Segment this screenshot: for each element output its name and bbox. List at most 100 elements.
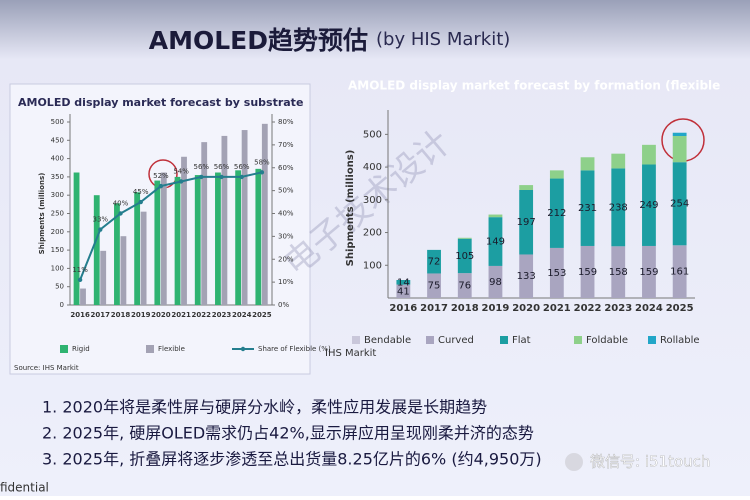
x-tick-label: 2023: [604, 303, 632, 314]
line-marker: [118, 211, 123, 216]
bar: [140, 211, 147, 305]
x-tick-label: 2022: [574, 303, 602, 314]
x-tick-label: 2020: [512, 303, 540, 314]
bar: [235, 170, 242, 305]
y2-tick-label: 60%: [278, 164, 294, 172]
bar: [194, 175, 201, 305]
data-label: 54%: [173, 167, 189, 175]
legend-label: Bendable: [364, 335, 411, 346]
bar-segment: [427, 249, 441, 274]
bar-segment: [396, 284, 411, 298]
data-label: 197: [517, 217, 536, 228]
bar: [201, 142, 208, 305]
x-tick-label: 2024: [635, 303, 663, 314]
y-tick-label: 400: [51, 155, 64, 163]
bullet: 3. 2025年, 折叠屏将逐步渗透至总出货量8.25亿片的6% (约4,950…: [42, 450, 542, 469]
bar-segment: [672, 132, 687, 136]
bar-segment: [457, 237, 472, 239]
x-tick-label: 2021: [543, 303, 571, 314]
data-label: 52%: [153, 172, 169, 180]
data-label: 56%: [234, 163, 250, 171]
bar: [100, 250, 107, 305]
bar-segment: [611, 246, 626, 298]
x-tick-label: 2025: [666, 303, 694, 314]
bar: [181, 156, 187, 305]
data-label: 40%: [113, 200, 129, 208]
line-marker: [259, 170, 265, 175]
y-tick-label: 250: [51, 210, 64, 218]
x-tick-label: 2017: [420, 303, 448, 314]
bar: [114, 203, 120, 305]
data-label: 212: [547, 208, 566, 219]
bar-segment: [580, 245, 595, 298]
bar-segment: [672, 245, 687, 298]
data-label: 75: [428, 281, 441, 292]
data-label: 58%: [254, 158, 270, 166]
x-tick-label: 2017: [91, 311, 111, 319]
line: [79, 171, 263, 281]
bar: [134, 192, 141, 305]
y2-tick-label: 50%: [278, 187, 294, 195]
bar-segment: [519, 190, 534, 255]
y2-tick-label: 40%: [278, 210, 294, 218]
line-marker: [158, 183, 164, 189]
data-label: 98: [489, 277, 502, 288]
bullet: 2. 2025年, 硬屏OLED需求仍占42%,显示屏应用呈现刚柔并济的态势: [42, 424, 534, 443]
chart-title: AMOLED display market forecast by substr…: [18, 96, 303, 109]
bar-segment: [488, 265, 503, 298]
y-tick-label: 400: [363, 162, 382, 173]
y-tick-label: 350: [51, 173, 64, 181]
y-tick-label: 0: [60, 301, 64, 309]
x-tick-label: 2024: [232, 311, 252, 319]
bar-segment: [488, 217, 503, 266]
bar-segment: [519, 254, 534, 298]
y2-tick-label: 30%: [278, 232, 294, 240]
legend-label: Foldable: [586, 335, 628, 346]
legend-swatch: [426, 336, 434, 344]
bar: [221, 135, 228, 305]
x-tick-label: 2020: [151, 311, 171, 319]
slide-title: AMOLED趋势预估: [149, 26, 368, 55]
line-marker: [219, 174, 224, 180]
data-label: 56%: [214, 163, 230, 171]
x-tick-label: 2023: [212, 311, 232, 319]
slide-subtitle: (by HIS Markit): [376, 29, 510, 50]
bar-segment: [549, 247, 564, 298]
x-tick-label: 2016: [70, 311, 90, 319]
source-note: IHS Markit: [325, 348, 376, 359]
data-label: 105: [455, 251, 474, 262]
legend-swatch: [352, 336, 360, 344]
bar: [174, 176, 181, 305]
bar: [80, 288, 86, 305]
legend-label: Flexible: [158, 345, 185, 353]
data-label: 159: [578, 267, 597, 278]
x-tick-label: 2021: [171, 311, 191, 319]
y-tick-label: 50: [55, 283, 64, 291]
data-label: 254: [670, 199, 689, 210]
bar: [120, 236, 127, 305]
bar-segment: [457, 273, 472, 298]
y-tick-label: 500: [51, 118, 64, 126]
y2-tick-label: 10%: [278, 278, 294, 286]
data-label: 159: [639, 267, 658, 278]
chart-title: AMOLED display market forecast by format…: [348, 79, 720, 93]
legend-swatch: [500, 336, 508, 344]
x-tick-label: 2016: [389, 303, 417, 314]
bar: [261, 123, 268, 305]
bar-segment: [611, 153, 626, 169]
y2-tick-label: 80%: [278, 118, 294, 126]
y-tick-label: 450: [51, 136, 64, 144]
legend-swatch: [60, 345, 68, 353]
line-marker: [178, 179, 184, 184]
bar: [255, 168, 262, 305]
x-tick-label: 2025: [252, 311, 272, 319]
x-tick-label: 2018: [111, 311, 131, 319]
bar-segment: [427, 273, 441, 298]
y-tick-label: 200: [51, 228, 64, 236]
bar-segment: [642, 245, 656, 298]
footer: fidential: [0, 481, 49, 495]
bar-segment: [396, 280, 411, 285]
bar-segment: [488, 214, 503, 218]
wechat-icon: [565, 453, 583, 471]
